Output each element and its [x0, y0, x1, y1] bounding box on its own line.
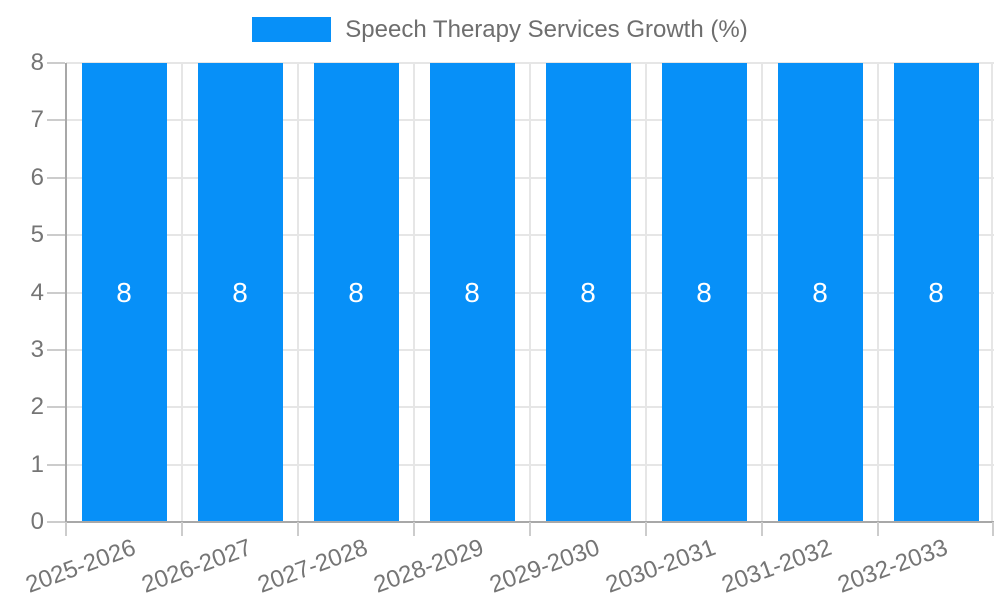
bar-value-label: 8 — [696, 276, 712, 308]
y-axis-tick — [47, 176, 65, 179]
y-axis-tick-label: 6 — [30, 163, 44, 191]
legend-label: Speech Therapy Services Growth (%) — [345, 15, 748, 43]
y-axis-tick — [47, 406, 65, 409]
gridline-vertical — [529, 63, 531, 522]
bar[interactable]: 8 — [545, 63, 631, 522]
y-axis-tick-label: 3 — [30, 335, 44, 363]
bar-value-label: 8 — [116, 276, 132, 308]
bar-value-label: 8 — [464, 276, 480, 308]
x-axis-tick — [645, 522, 647, 536]
x-axis-tick — [65, 522, 67, 536]
bar[interactable]: 8 — [661, 63, 747, 522]
y-axis-tick — [47, 348, 65, 351]
bar[interactable]: 8 — [81, 63, 167, 522]
y-axis-tick-label: 8 — [30, 49, 44, 76]
x-axis-tick — [181, 522, 183, 536]
bar-value-label: 8 — [928, 276, 944, 308]
y-axis-tick — [47, 521, 65, 523]
gridline-vertical — [645, 63, 647, 522]
bar-value-label: 8 — [348, 276, 364, 308]
x-axis-tick — [877, 522, 879, 536]
gridline-vertical — [181, 63, 183, 522]
y-axis-tick — [47, 62, 65, 64]
plot-area: 8 8 8 8 8 8 8 8 — [66, 62, 994, 522]
y-axis-tick-label: 7 — [30, 106, 44, 134]
y-axis-tick — [47, 234, 65, 237]
bar[interactable]: 8 — [197, 63, 283, 522]
bar-value-label: 8 — [232, 276, 248, 308]
bar[interactable]: 8 — [893, 63, 979, 522]
y-axis-tick-label: 5 — [30, 221, 44, 249]
x-axis-tick — [992, 522, 994, 536]
gridline-vertical — [991, 63, 993, 522]
gridline-vertical — [877, 63, 879, 522]
y-axis-tick-label: 2 — [30, 393, 44, 421]
bar[interactable]: 8 — [429, 63, 515, 522]
y-axis-tick-label: 0 — [30, 508, 44, 535]
gridline-vertical — [761, 63, 763, 522]
x-axis-tick — [297, 522, 299, 536]
y-axis-tick-label: 1 — [30, 450, 44, 478]
bar-value-label: 8 — [812, 276, 828, 308]
legend-swatch — [252, 17, 332, 42]
x-axis-tick — [761, 522, 763, 536]
gridline-vertical — [297, 63, 299, 522]
x-axis-tick — [413, 522, 415, 536]
bar-value-label: 8 — [580, 276, 596, 308]
bar[interactable]: 8 — [313, 63, 399, 522]
x-axis-tick — [529, 522, 531, 536]
y-axis-tick-label: 4 — [30, 278, 44, 306]
y-axis-line — [65, 63, 67, 522]
y-axis-tick — [47, 291, 65, 294]
bar[interactable]: 8 — [777, 63, 863, 522]
gridline-vertical — [413, 63, 415, 522]
y-axis-tick — [47, 119, 65, 122]
y-axis-tick — [47, 463, 65, 466]
legend[interactable]: Speech Therapy Services Growth (%) — [0, 16, 1000, 43]
